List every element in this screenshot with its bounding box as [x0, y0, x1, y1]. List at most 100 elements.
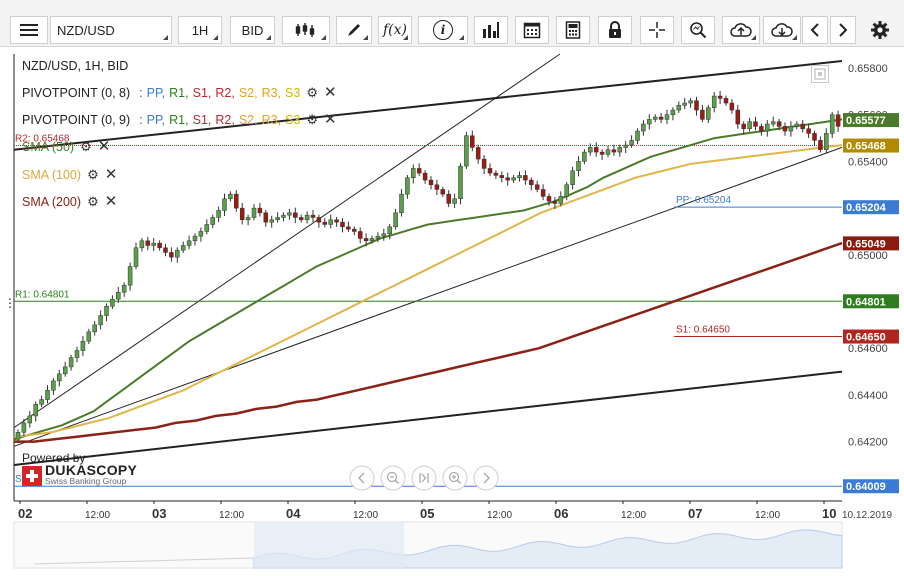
download-icon	[771, 23, 793, 37]
pivot-item-s3: S3	[285, 86, 301, 100]
candle-body	[287, 212, 292, 216]
function-icon: f(x)	[382, 22, 407, 38]
candle-body	[570, 170, 575, 186]
pivot1-close-icon[interactable]: ✕	[324, 84, 337, 101]
pivot-item-r2: R2,	[215, 86, 235, 100]
nav-zoom-in-button[interactable]	[442, 465, 468, 496]
candle-body	[717, 95, 723, 99]
candle-type-button[interactable]	[282, 16, 330, 44]
next-icon	[473, 465, 499, 491]
prev-icon	[349, 465, 375, 491]
x-tick-label: 12:00	[85, 510, 110, 521]
candle-body	[812, 133, 817, 141]
pivot-item-r1: R1,	[169, 86, 189, 100]
lock-button[interactable]	[598, 16, 632, 44]
navigator-history	[33, 557, 255, 565]
candle-body	[759, 126, 764, 132]
nav-fit-button[interactable]	[411, 465, 437, 496]
candle-body	[611, 149, 617, 153]
settings-button[interactable]	[868, 16, 892, 44]
pivot-item-r1: R1,	[169, 113, 189, 127]
upload-icon	[730, 23, 752, 37]
pivot1-settings-icon[interactable]: ⚙	[306, 85, 318, 100]
function-button[interactable]: f(x)	[378, 16, 412, 44]
sma200-close-icon[interactable]: ✕	[104, 193, 118, 210]
pivot2-close-icon[interactable]: ✕	[324, 111, 337, 128]
pen-icon	[348, 24, 360, 36]
fullscreen-button[interactable]	[811, 65, 829, 88]
bar-chart-button[interactable]	[474, 16, 508, 44]
price-chart[interactable]: 0.658000.656000.654000.652000.650000.648…	[0, 46, 904, 571]
candle-body	[293, 212, 298, 218]
candle-body	[464, 135, 469, 167]
dukascopy-logo: DUKASCOPY Swiss Banking Group	[22, 463, 137, 487]
sma200-label: SMA (200)	[22, 195, 82, 209]
candle-body	[835, 114, 841, 127]
price-badge-last-price	[843, 138, 899, 153]
powered-by: Powered by	[22, 451, 86, 465]
candle-body	[546, 196, 552, 202]
menu-button[interactable]	[10, 16, 48, 44]
candle-body	[228, 193, 233, 200]
crosshair-button[interactable]	[640, 16, 674, 44]
candle-body	[399, 193, 404, 214]
zoom-button[interactable]	[681, 16, 715, 44]
x-tick-label: 04	[286, 506, 301, 521]
scroll-right-button[interactable]	[830, 16, 856, 44]
nav-zoom-out-button[interactable]	[380, 465, 406, 496]
candle-body	[688, 100, 693, 104]
pivot2-items: PP, R1, S1, R2, S2, R3, S3	[143, 113, 301, 127]
lock-icon	[609, 21, 621, 38]
pivot-item-s1: S1,	[192, 113, 212, 127]
pivot-item-r2: R2,	[215, 113, 235, 127]
resize-handle[interactable]: ⋮	[4, 296, 16, 310]
candle-body	[776, 121, 782, 127]
candle-body	[416, 168, 422, 174]
candle-body	[310, 214, 316, 218]
pivot2-settings-icon[interactable]: ⚙	[306, 112, 318, 127]
info-button[interactable]: i	[418, 16, 468, 44]
timeframe-select[interactable]: 1H	[178, 16, 222, 44]
candle-body	[658, 116, 664, 120]
calculator-icon	[565, 21, 581, 39]
chart-area[interactable]: 0.658000.656000.654000.652000.650000.648…	[0, 46, 904, 571]
zoom-in-icon	[442, 465, 468, 491]
x-tick-label: 12:00	[487, 510, 512, 521]
sma50-settings-icon[interactable]: ⚙	[80, 139, 92, 154]
candle-body	[328, 219, 333, 225]
upload-button[interactable]	[722, 16, 760, 44]
candle-body	[62, 366, 68, 375]
calendar-button[interactable]	[515, 16, 549, 44]
chevron-left-icon	[810, 23, 819, 37]
price-badge-sma50-value	[843, 113, 899, 128]
sma200-settings-icon[interactable]: ⚙	[87, 194, 99, 209]
sma50-legend: SMA (50) ⚙ ✕	[22, 139, 110, 155]
download-button[interactable]	[763, 16, 801, 44]
pivot1-legend: PIVOTPOINT (0, 8) : PP, R1, S1, R2, S2, R3, S3…	[22, 85, 337, 101]
scroll-left-button[interactable]	[802, 16, 828, 44]
candle-body	[204, 224, 210, 232]
level-label-r2: R2: 0.65468	[15, 134, 70, 145]
level-badge-text-r1: 0.64801	[846, 296, 886, 308]
nav-next-button[interactable]	[473, 465, 499, 496]
y-tick-label: 0.64400	[848, 390, 888, 402]
candle-body	[582, 151, 587, 162]
candle-body	[829, 114, 835, 134]
pivot1-name: PIVOTPOINT (0, 8)	[22, 86, 131, 100]
draw-button[interactable]	[336, 16, 372, 44]
symbol-select[interactable]: NZD/USD	[50, 16, 172, 44]
sma50-close-icon[interactable]: ✕	[97, 138, 111, 155]
calculator-button[interactable]	[556, 16, 590, 44]
sma100-settings-icon[interactable]: ⚙	[87, 167, 99, 182]
candle-body	[440, 189, 446, 195]
candle-body	[647, 119, 652, 125]
sma-line-200	[14, 241, 843, 443]
candle-body	[434, 184, 440, 190]
candle-body	[723, 98, 729, 104]
nav-prev-button[interactable]	[349, 465, 375, 496]
timeframe-label: 1H	[191, 22, 209, 38]
info-icon: i	[433, 20, 453, 40]
price-type-select[interactable]: BID	[230, 16, 275, 44]
price-badge-text-last-price: 0.65468	[846, 141, 886, 153]
sma100-close-icon[interactable]: ✕	[104, 166, 118, 183]
